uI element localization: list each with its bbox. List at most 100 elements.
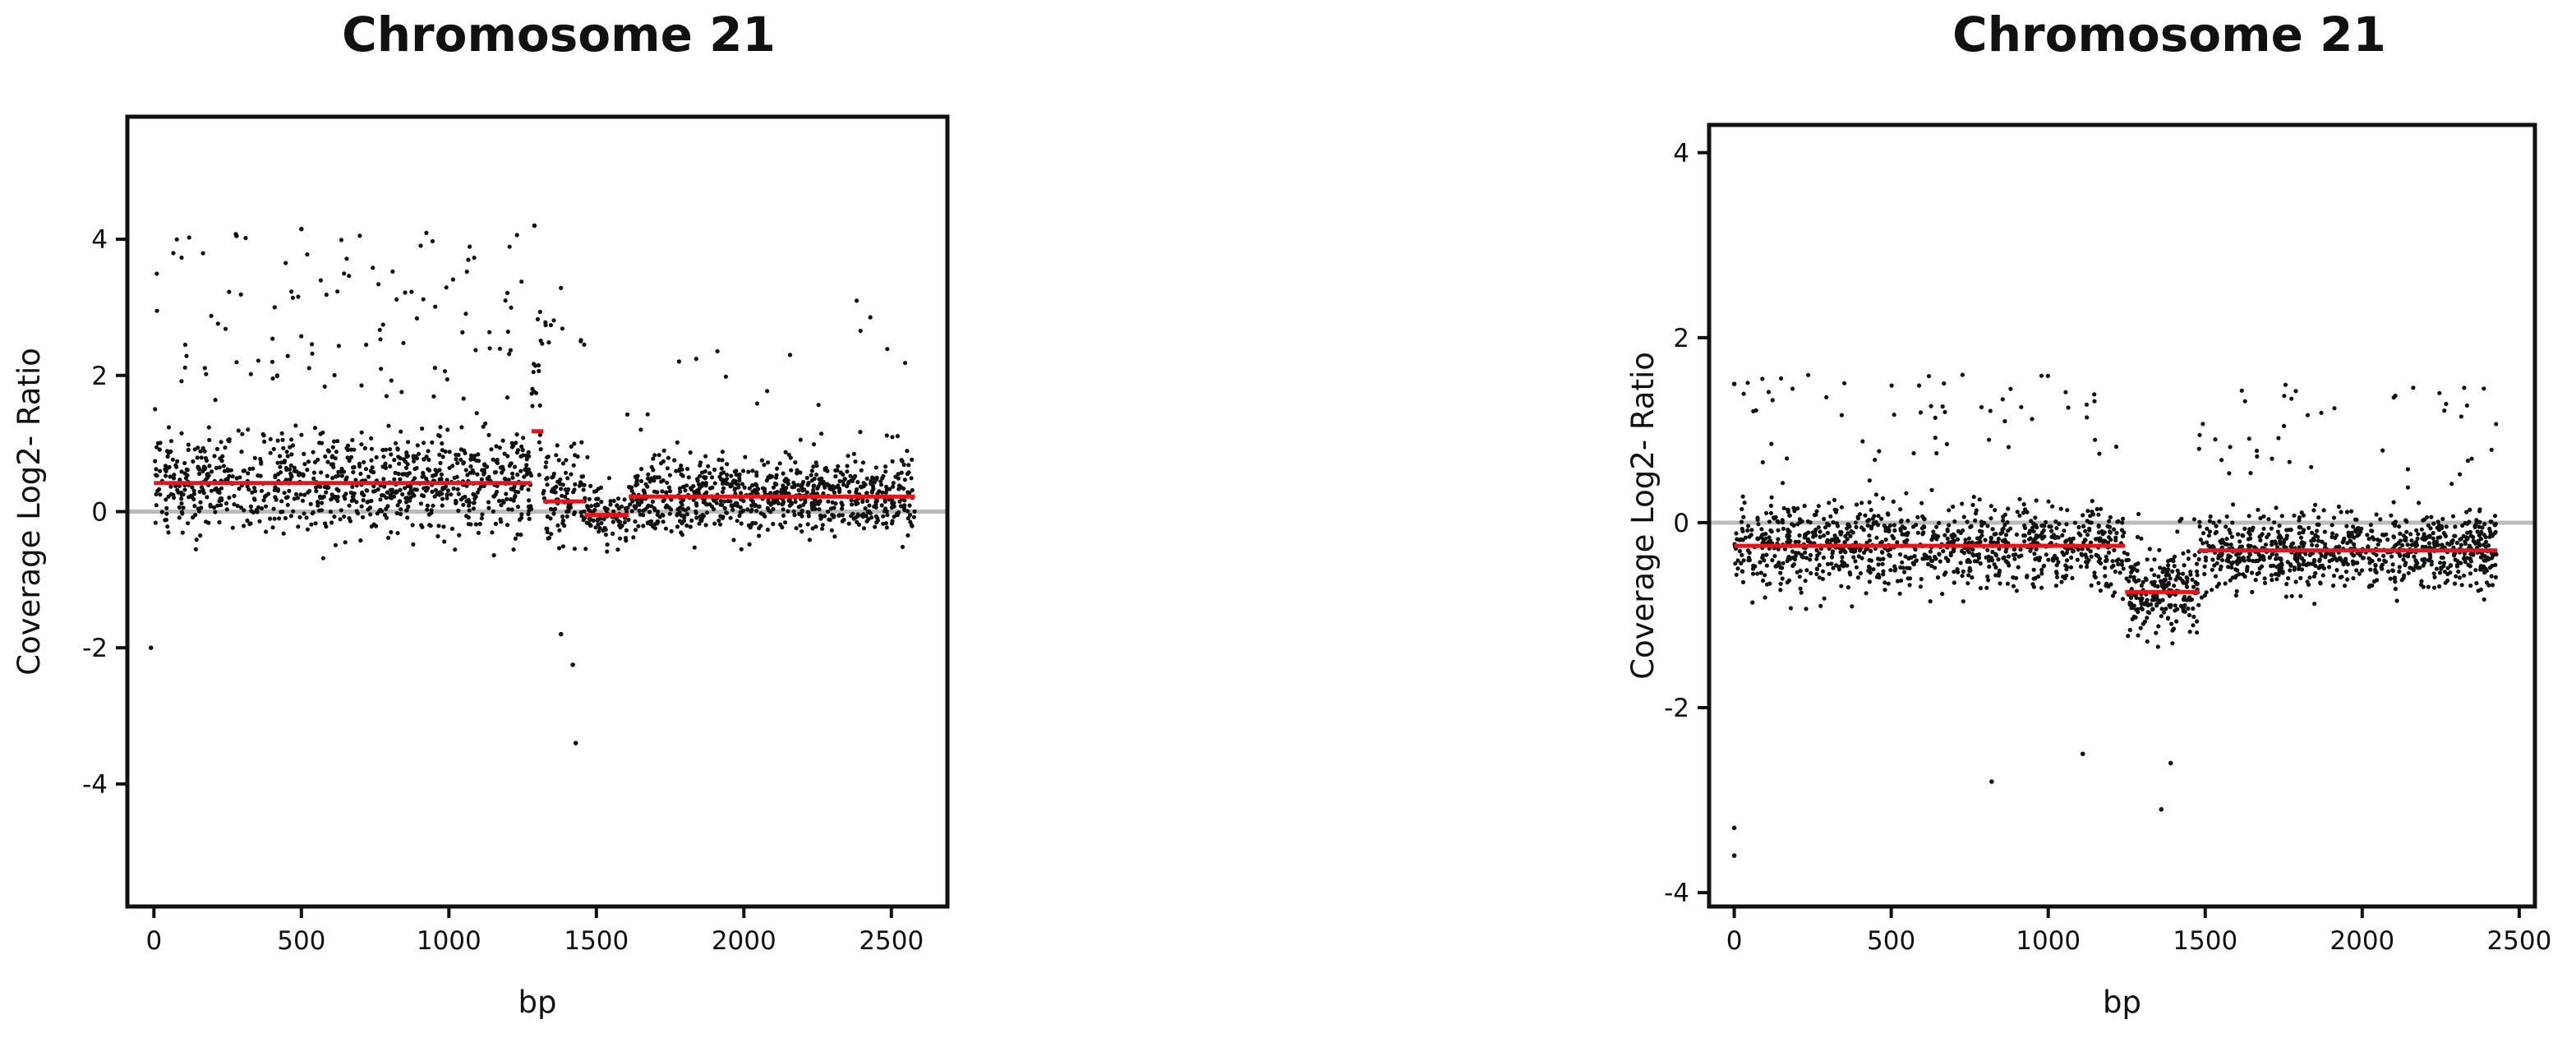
data-point xyxy=(234,233,239,238)
data-point xyxy=(2483,566,2488,571)
data-point xyxy=(532,362,537,367)
data-point xyxy=(833,474,838,479)
data-point xyxy=(1818,529,1823,534)
data-point xyxy=(2194,619,2200,624)
data-point xyxy=(1956,570,1961,574)
data-point xyxy=(2478,587,2483,593)
data-point xyxy=(514,233,519,238)
data-point xyxy=(2454,540,2459,546)
data-point xyxy=(694,515,699,520)
data-point xyxy=(312,426,318,431)
data-point xyxy=(2085,533,2090,537)
data-point xyxy=(2150,597,2154,602)
data-point xyxy=(603,533,609,537)
data-point xyxy=(2401,557,2406,562)
data-point xyxy=(645,520,651,525)
data-point xyxy=(2426,523,2431,528)
data-point xyxy=(2289,396,2294,401)
data-point xyxy=(1887,523,1892,528)
data-point xyxy=(2435,542,2440,547)
data-point xyxy=(2138,625,2143,630)
data-point xyxy=(291,509,296,514)
data-point xyxy=(1988,408,1993,413)
data-point xyxy=(2413,558,2418,563)
data-point xyxy=(2327,565,2332,570)
data-point xyxy=(1856,554,1861,559)
data-point xyxy=(859,468,864,473)
data-point xyxy=(902,477,907,482)
chart-title: Chromosome 21 xyxy=(342,7,776,62)
data-point xyxy=(234,360,239,365)
data-point xyxy=(524,472,529,477)
data-point xyxy=(1793,554,1798,559)
data-point xyxy=(2159,807,2164,812)
data-point xyxy=(412,459,417,464)
data-point xyxy=(2487,526,2492,532)
data-point xyxy=(667,511,672,516)
data-point xyxy=(883,469,888,474)
data-point xyxy=(684,512,690,517)
data-point xyxy=(883,464,888,469)
data-point xyxy=(289,289,294,294)
data-point xyxy=(431,473,435,478)
data-point xyxy=(1873,492,1878,497)
data-point xyxy=(2165,616,2171,620)
data-point xyxy=(787,353,793,358)
data-point xyxy=(2477,507,2482,512)
data-point xyxy=(2378,538,2383,543)
data-point xyxy=(2206,533,2211,538)
data-point xyxy=(520,448,525,453)
data-point xyxy=(464,270,469,274)
data-point xyxy=(1997,570,2002,575)
y-axis-label: Coverage Log2- Ratio xyxy=(12,348,47,676)
data-point xyxy=(466,522,471,527)
data-point xyxy=(285,502,290,508)
data-point xyxy=(810,526,815,531)
data-point xyxy=(569,444,574,450)
data-point xyxy=(486,500,491,505)
data-point xyxy=(1993,573,1998,578)
data-point xyxy=(171,251,176,256)
data-point xyxy=(514,432,519,437)
data-point xyxy=(1909,555,1914,561)
data-point xyxy=(2334,568,2339,573)
data-point xyxy=(179,255,184,261)
data-point xyxy=(868,315,873,320)
data-point xyxy=(1968,524,1973,530)
data-point xyxy=(2352,542,2357,547)
data-point xyxy=(771,521,776,527)
data-point xyxy=(500,470,505,475)
data-point xyxy=(329,520,334,525)
data-point xyxy=(165,449,170,454)
data-point xyxy=(2149,567,2154,572)
data-point xyxy=(2189,597,2195,602)
data-point xyxy=(825,468,830,473)
data-point xyxy=(647,510,652,514)
data-point xyxy=(2297,565,2302,570)
data-point xyxy=(747,486,752,491)
data-point xyxy=(891,481,896,486)
x-tick-label: 2000 xyxy=(2329,926,2394,956)
data-point xyxy=(397,499,403,504)
data-point xyxy=(302,462,307,467)
data-point xyxy=(1800,555,1805,560)
data-point xyxy=(546,535,552,541)
data-point xyxy=(643,482,648,487)
data-point xyxy=(2111,563,2116,568)
data-point xyxy=(1741,391,1746,396)
data-point xyxy=(892,514,896,519)
data-point xyxy=(2445,541,2450,547)
data-point xyxy=(1804,556,1809,561)
data-point xyxy=(2365,533,2370,537)
data-point xyxy=(506,477,511,482)
data-point xyxy=(739,491,744,496)
data-point xyxy=(283,515,288,521)
data-point xyxy=(206,425,211,430)
data-point xyxy=(463,468,468,473)
data-point xyxy=(2208,514,2213,519)
data-point xyxy=(171,473,176,478)
data-point xyxy=(332,514,337,519)
data-point xyxy=(257,519,262,524)
data-point xyxy=(2006,528,2011,533)
data-point xyxy=(416,451,422,456)
